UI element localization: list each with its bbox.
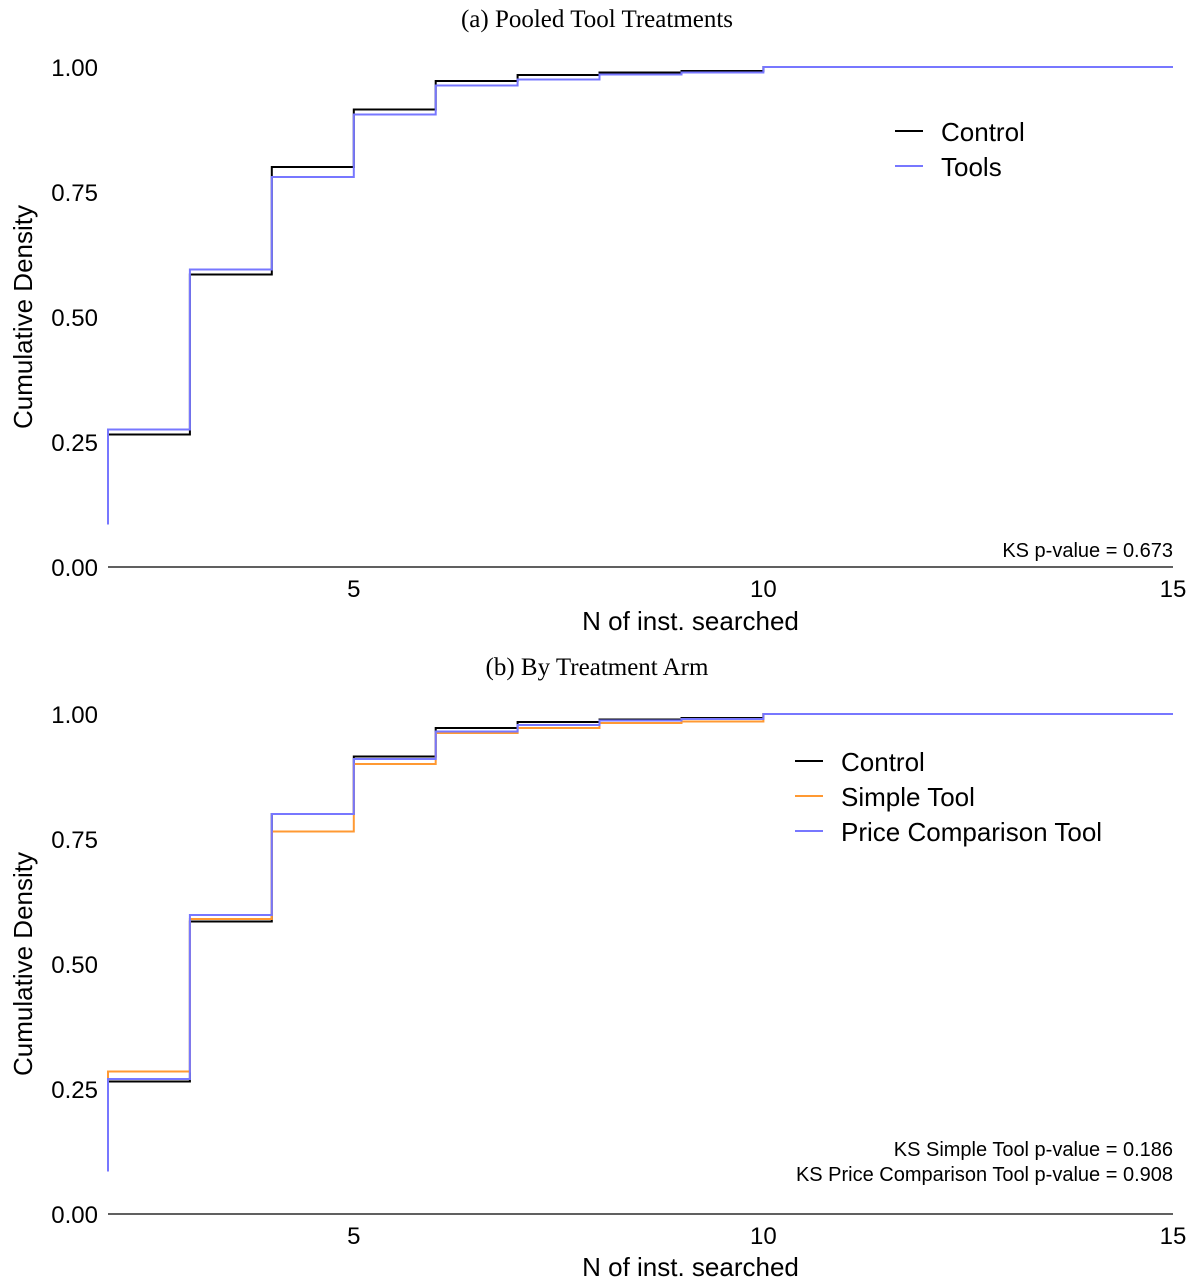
y-tick-label: 0.25 bbox=[51, 430, 98, 457]
ks-annotation: KS Price Comparison Tool p-value = 0.908 bbox=[796, 1164, 1173, 1186]
y-axis-title: Cumulative Density bbox=[8, 205, 38, 429]
ks-annotation: KS p-value = 0.673 bbox=[1002, 540, 1173, 562]
series-line-tools bbox=[107, 66, 1173, 525]
legend-label: Simple Tool bbox=[841, 782, 975, 812]
x-tick-label: 15 bbox=[1160, 1223, 1187, 1250]
y-tick-label: 0.50 bbox=[51, 952, 98, 979]
x-tick-label: 15 bbox=[1160, 576, 1187, 603]
series-line-control bbox=[108, 66, 1173, 436]
y-tick-label: 0.75 bbox=[51, 827, 98, 854]
chart-panel-a: (a) Pooled Tool Treatments 0.00 0.25 0.50 0.… bbox=[8, 6, 1186, 636]
series-line-control bbox=[108, 713, 1173, 1083]
chart-title: (a) Pooled Tool Treatments bbox=[461, 6, 733, 33]
x-tick-label: 5 bbox=[347, 1223, 360, 1250]
y-tick-label: 0.50 bbox=[51, 305, 98, 332]
series-line-simple-tool bbox=[107, 713, 1173, 1172]
x-tick-label: 10 bbox=[750, 576, 777, 603]
legend-label: Control bbox=[841, 747, 925, 777]
series-line-price-comparison-tool bbox=[107, 713, 1173, 1172]
y-tick-label: 0.25 bbox=[51, 1077, 98, 1104]
y-axis-title: Cumulative Density bbox=[8, 852, 38, 1076]
legend-label: Control bbox=[941, 117, 1025, 147]
y-tick-label: 1.00 bbox=[51, 55, 98, 82]
y-tick-label: 1.00 bbox=[51, 702, 98, 729]
ks-annotation: KS Simple Tool p-value = 0.186 bbox=[894, 1139, 1173, 1161]
x-tick-label: 5 bbox=[347, 576, 360, 603]
x-tick-label: 10 bbox=[750, 1223, 777, 1250]
x-axis-title: N of inst. searched bbox=[582, 606, 799, 636]
legend-label: Tools bbox=[941, 152, 1002, 182]
legend-label: Price Comparison Tool bbox=[841, 817, 1102, 847]
chart-title: (b) By Treatment Arm bbox=[486, 654, 709, 681]
y-tick-label: 0.75 bbox=[51, 180, 98, 207]
chart-panel-b: (b) By Treatment Arm 0.00 0.25 0.50 0.75 1.00… bbox=[8, 654, 1186, 1282]
y-tick-label: 0.00 bbox=[51, 1202, 98, 1229]
y-tick-label: 0.00 bbox=[51, 555, 98, 582]
x-axis-title: N of inst. searched bbox=[582, 1252, 799, 1282]
